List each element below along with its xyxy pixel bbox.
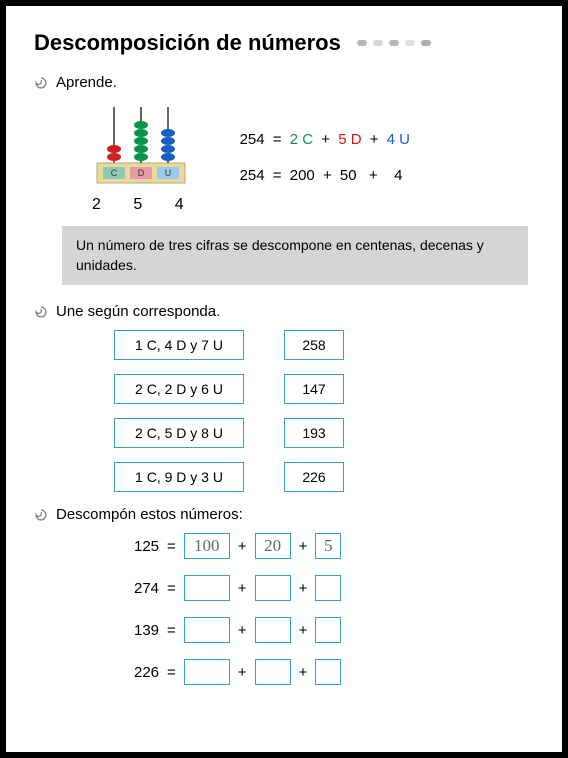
answer-box[interactable]	[255, 617, 291, 643]
match-left[interactable]: 1 C, 9 D y 3 U	[114, 462, 244, 492]
decorative-dots	[357, 40, 431, 46]
match-right[interactable]: 147	[284, 374, 344, 404]
answer-box[interactable]	[315, 659, 341, 685]
title-row: Descomposición de números	[34, 30, 534, 56]
eq2-d: 50	[338, 167, 359, 184]
eq1-lhs: 254	[238, 131, 267, 148]
svg-text:C: C	[111, 168, 118, 178]
decomp-num: 274	[134, 580, 159, 597]
match-right[interactable]: 193	[284, 418, 344, 448]
match-grid: 1 C, 4 D y 7 U 258 2 C, 2 D y 6 U 147 2 …	[34, 330, 534, 492]
swirl-icon	[34, 508, 48, 522]
swirl-icon	[34, 305, 48, 319]
decomp-num: 226	[134, 664, 159, 681]
match-right[interactable]: 258	[284, 330, 344, 360]
match-right[interactable]: 226	[284, 462, 344, 492]
svg-text:U: U	[165, 168, 172, 178]
section-heading: Descompón estos números:	[56, 506, 243, 523]
abacus-digits: 2 5 4	[84, 196, 198, 214]
decomp-num: 125	[134, 538, 159, 555]
answer-box[interactable]: 5	[315, 533, 341, 559]
answer-box[interactable]	[184, 575, 230, 601]
eq2-u: 4	[392, 167, 404, 184]
answer-box[interactable]	[255, 575, 291, 601]
match-left[interactable]: 2 C, 2 D y 6 U	[114, 374, 244, 404]
section-descompon: Descompón estos números: 125 = 100+ 20+ …	[34, 506, 534, 685]
answer-box[interactable]: 20	[255, 533, 291, 559]
eq1-u: 4 U	[385, 131, 412, 148]
answer-box[interactable]	[184, 617, 230, 643]
section-aprende: Aprende. C D U	[34, 74, 534, 285]
section-heading: Aprende.	[56, 74, 117, 91]
answer-box[interactable]	[255, 659, 291, 685]
svg-text:D: D	[138, 168, 145, 178]
answer-box[interactable]	[315, 617, 341, 643]
eq1-c: 2 C	[288, 131, 315, 148]
decomp-num: 139	[134, 622, 159, 639]
eq2-lhs: 254	[238, 167, 267, 184]
match-left[interactable]: 1 C, 4 D y 7 U	[114, 330, 244, 360]
section-heading: Une según corresponda.	[56, 303, 220, 320]
answer-box[interactable]	[315, 575, 341, 601]
section-une: Une según corresponda. 1 C, 4 D y 7 U 25…	[34, 303, 534, 492]
page-title: Descomposición de números	[34, 30, 341, 56]
eq2-c: 200	[288, 167, 317, 184]
answer-box[interactable]	[184, 659, 230, 685]
match-left[interactable]: 2 C, 5 D y 8 U	[114, 418, 244, 448]
abacus: C D U 2 5 4	[84, 101, 198, 214]
eq1-d: 5 D	[336, 131, 363, 148]
swirl-icon	[34, 76, 48, 90]
equations: 254 = 2 C + 5 D + 4 U 254 = 200 + 50 + 4	[238, 122, 412, 194]
answer-box[interactable]: 100	[184, 533, 230, 559]
rule-box: Un número de tres cifras se descompone e…	[62, 226, 528, 285]
